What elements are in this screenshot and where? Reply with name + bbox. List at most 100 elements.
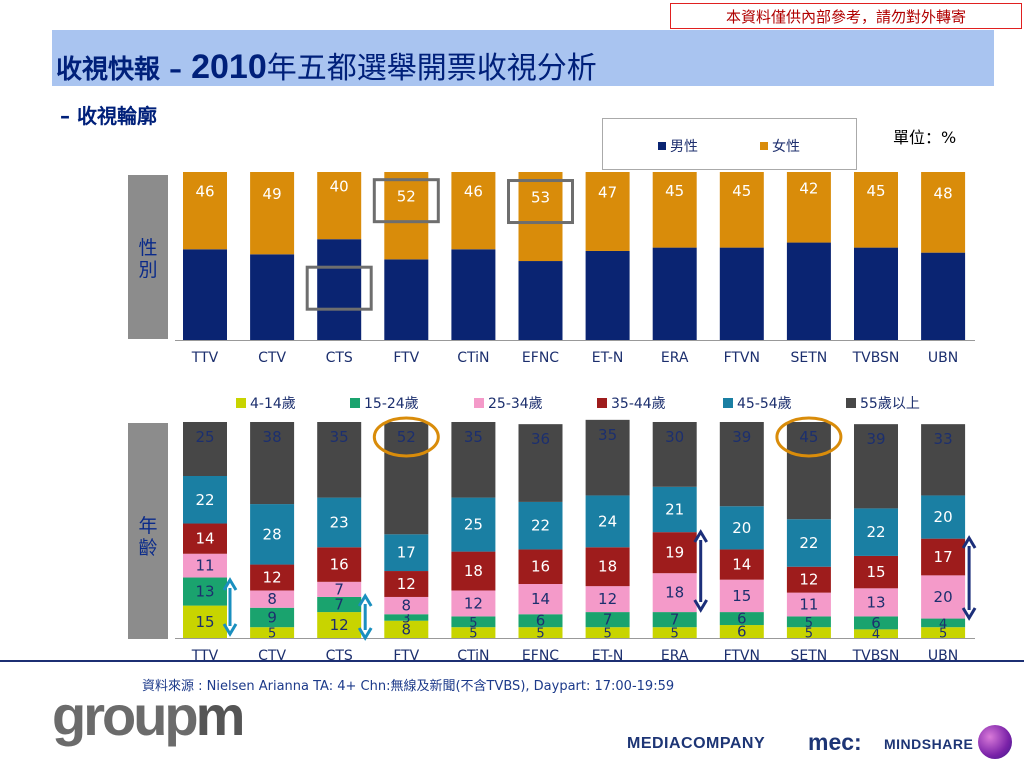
age-bar-et-n-seg-2 (585, 586, 630, 613)
range-arrow-cts-head-down (357, 627, 373, 641)
age-side-label: 年齡 (138, 515, 158, 559)
age-value-label: 35 (464, 428, 483, 446)
legend-swatch-male (658, 142, 666, 150)
age-bar-setn-seg-3 (786, 566, 831, 593)
age-value-label: 12 (397, 575, 416, 593)
gender-bar-era-male (652, 247, 697, 340)
gender-x-tick-label: FTV (393, 350, 419, 366)
gender-bar-ftv-male (384, 259, 429, 340)
gender-bar-era-female (652, 172, 697, 248)
age-value-label: 15 (732, 587, 751, 605)
age-bar-efnc-seg-1 (518, 614, 563, 628)
gender-value-label: 53 (531, 189, 550, 207)
age-value-label: 18 (665, 584, 684, 602)
mindshare-logo-mark (978, 725, 1012, 759)
age-value-label: 11 (195, 557, 214, 575)
range-arrow-cts-head-up (357, 593, 373, 607)
age-value-label: 15 (195, 613, 214, 631)
age-value-label: 7 (334, 580, 344, 598)
age-bar-efnc-seg-3 (518, 549, 563, 584)
legend-item-male: 男性 (658, 136, 698, 156)
age-bar-et-n-seg-0 (585, 627, 630, 638)
age-value-label: 5 (805, 616, 813, 631)
age-value-label: 12 (263, 569, 282, 587)
age-bar-ftvn-seg-2 (719, 579, 764, 613)
age-bar-ftv-seg-1 (384, 614, 429, 621)
age-value-label: 14 (732, 556, 751, 574)
age-value-label: 22 (866, 523, 885, 541)
age-value-label: 17 (397, 544, 416, 562)
gender-x-tick-label: ET-N (592, 350, 624, 366)
age-value-label: 12 (330, 616, 349, 634)
age-legend-label: 55歲以上 (860, 396, 920, 412)
age-side-panel (128, 423, 168, 639)
gender-bar-tvbsn-female (854, 172, 898, 248)
age-value-label: 14 (195, 530, 214, 548)
age-bar-ubn-seg-5 (921, 424, 966, 496)
age-legend-label: 4-14歲 (250, 396, 296, 412)
age-value-label: 15 (866, 563, 885, 581)
age-bar-cts-seg-1 (317, 596, 362, 613)
internal-use-notice: 本資料僅供內部參考，請勿對外轉寄 (670, 3, 1022, 29)
gender-legend: 男性 女性 (602, 118, 857, 170)
age-legend-swatch-5 (846, 398, 856, 408)
age-bar-ubn-seg-2 (921, 575, 966, 619)
age-bar-era-seg-1 (652, 612, 697, 628)
age-bar-cts-seg-4 (317, 497, 362, 548)
age-value-label: 6 (871, 614, 881, 632)
age-value-label: 5 (805, 627, 813, 642)
age-bar-ftv-seg-2 (384, 596, 429, 615)
gender-value-label: 45 (665, 182, 684, 200)
age-bar-setn-seg-2 (786, 592, 831, 617)
age-bar-tvbsn-seg-3 (854, 555, 898, 589)
age-bar-ftv-seg-0 (384, 620, 429, 638)
gender-x-tick-label: CTS (326, 350, 353, 366)
legend-swatch-female (760, 142, 768, 150)
age-value-label: 20 (934, 588, 953, 606)
age-bar-ttv-seg-1 (183, 577, 227, 606)
gender-x-tick-label: UBN (928, 350, 958, 366)
gender-bar-efnc-female (518, 172, 563, 262)
age-value-label: 7 (603, 611, 613, 629)
gender-bar-setn-male (786, 242, 831, 340)
gender-bar-ftv-female (384, 172, 429, 260)
age-bar-ctin-seg-5 (451, 422, 496, 498)
age-value-label: 52 (397, 428, 416, 446)
age-value-label: 35 (330, 428, 349, 446)
mec-logo: mec: (808, 729, 862, 755)
age-value-label: 39 (866, 430, 885, 448)
age-value-label: 20 (934, 508, 953, 526)
age-value-label: 16 (330, 556, 349, 574)
gender-bar-cts-male (317, 239, 362, 340)
age-bar-ftvn-seg-1 (719, 612, 764, 626)
age-bar-setn-seg-0 (786, 627, 831, 638)
age-bar-et-n-seg-5 (585, 419, 630, 496)
age-legend-swatch-1 (350, 398, 360, 408)
gender-bar-ctin-male (451, 249, 496, 340)
age-value-label: 6 (737, 623, 747, 641)
age-value-label: 45 (799, 428, 818, 446)
age-bar-ftv-seg-4 (384, 534, 429, 572)
age-legend-label: 15-24歲 (364, 396, 419, 412)
age-value-label: 25 (464, 516, 483, 534)
gender-bar-ftvn-female (719, 172, 764, 248)
title-year: 2010 (191, 48, 267, 86)
age-legend-label: 35-44歲 (611, 396, 666, 412)
gender-value-label: 45 (866, 182, 885, 200)
age-bar-era-seg-0 (652, 627, 697, 638)
gender-bar-ftvn-male (719, 247, 764, 340)
source-note: 資料來源 : Nielsen Arianna TA: 4+ Chn:無線及新聞(… (142, 679, 675, 694)
age-value-label: 6 (737, 610, 747, 628)
age-bar-tvbsn-seg-1 (854, 616, 898, 630)
age-bar-ctv-seg-2 (250, 590, 295, 608)
age-legend-label: 45-54歲 (737, 396, 792, 412)
title-bar: 收視快報 – 2010年五都選舉開票收視分析 (52, 30, 994, 86)
age-bar-ubn-seg-3 (921, 538, 966, 576)
age-bar-ttv-seg-0 (183, 605, 227, 638)
age-value-label: 8 (267, 590, 277, 608)
range-arrow-ubn-head-down (961, 607, 977, 621)
age-bar-tvbsn-seg-4 (854, 508, 898, 556)
age-value-label: 35 (598, 426, 617, 444)
age-bar-ftv-seg-5 (384, 422, 429, 535)
gender-x-tick-label: SETN (791, 350, 828, 366)
